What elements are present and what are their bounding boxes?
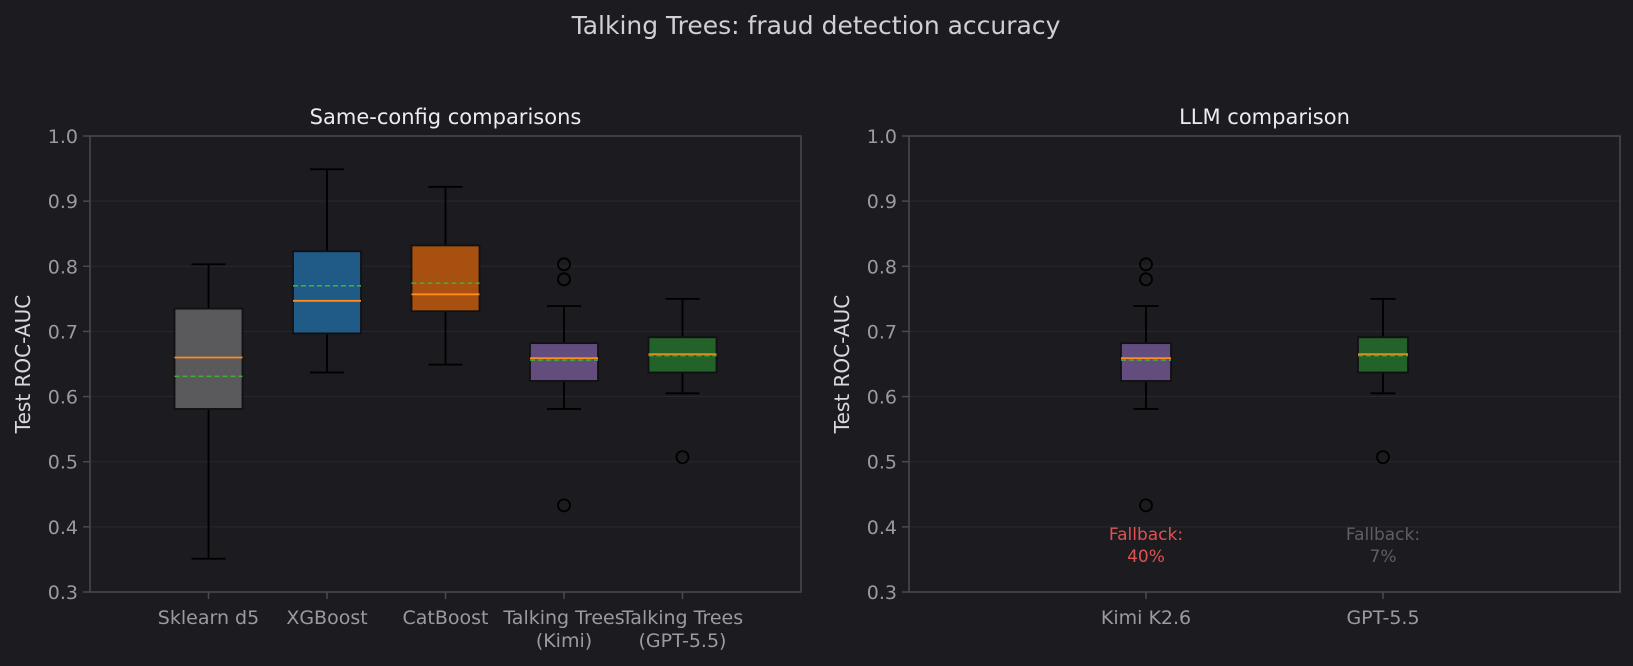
- x-tick-label: (Kimi): [536, 630, 592, 652]
- box-xgboost: [292, 168, 362, 374]
- box-sklearn-d5: [173, 263, 244, 560]
- box-talking-trees-kimi: [529, 257, 599, 513]
- y-tick-label: 0.7: [48, 321, 78, 343]
- y-axis-label: Test ROC-AUC: [11, 295, 35, 434]
- x-tick-label: GPT-5.5: [1346, 607, 1419, 629]
- iqr-box: [529, 342, 599, 382]
- y-tick-label: 0.4: [48, 517, 78, 539]
- x-tick-label: (GPT-5.5): [639, 630, 727, 652]
- outlier-point: [1376, 450, 1390, 465]
- y-tick-label: 0.5: [867, 452, 897, 474]
- y-tick-label: 0.9: [48, 191, 78, 213]
- x-tick-label: Talking Trees: [621, 607, 743, 629]
- y-tick-label: 0.8: [48, 256, 78, 278]
- outlier-point: [675, 450, 690, 465]
- outlier-point: [1139, 498, 1153, 513]
- y-axis-label: Test ROC-AUC: [830, 295, 854, 434]
- outlier-point: [1139, 272, 1153, 287]
- iqr-box: [1120, 342, 1172, 382]
- y-tick-label: 0.7: [867, 321, 897, 343]
- x-tick-label: Kimi K2.6: [1101, 607, 1191, 629]
- fallback-annotation: Fallback:: [1346, 525, 1420, 545]
- iqr-box: [410, 244, 481, 313]
- y-tick-label: 0.9: [867, 191, 897, 213]
- fallback-annotation: 7%: [1370, 547, 1397, 567]
- outlier-point: [557, 272, 571, 287]
- y-tick-label: 0.8: [867, 256, 897, 278]
- panel-title: Same-config comparisons: [310, 105, 582, 129]
- y-tick-label: 1.0: [48, 126, 78, 148]
- iqr-box: [292, 250, 362, 335]
- outlier-point: [557, 498, 571, 513]
- y-tick-label: 1.0: [867, 126, 897, 148]
- left-panel-same-config: 0.3 0.4 0.5 0.6 0.7 0.8 0.9 1.0 Same-config comp…: [11, 105, 802, 652]
- iqr-box: [173, 307, 244, 410]
- y-tick-label: 0.4: [867, 517, 897, 539]
- x-tick-label: XGBoost: [286, 607, 367, 629]
- box-gpt-5-5: [1357, 297, 1409, 465]
- x-tick-label: Sklearn d5: [158, 607, 259, 629]
- figure-title: Talking Trees: fraud detection accuracy: [571, 11, 1061, 40]
- y-tick-label: 0.5: [48, 452, 78, 474]
- right-panel-llm-comparison: 0.3 0.4 0.5 0.6 0.7 0.8 0.9 1.0 LLM comparison Te…: [830, 105, 1621, 629]
- box-talking-trees-gpt-5-5: [647, 297, 718, 465]
- y-tick-label: 0.6: [867, 387, 897, 409]
- box-catboost: [410, 185, 481, 366]
- x-tick-label: CatBoost: [403, 607, 489, 629]
- panel-title: LLM comparison: [1179, 105, 1350, 129]
- fallback-annotation: 40%: [1127, 547, 1165, 567]
- outlier-point: [1139, 257, 1153, 272]
- fallback-annotation: Fallback:: [1109, 525, 1183, 545]
- y-tick-label: 0.3: [48, 582, 78, 604]
- axes-frame: [908, 135, 1621, 593]
- outlier-point: [557, 257, 571, 272]
- box-kimi-k2-6: [1120, 257, 1172, 513]
- y-tick-label: 0.3: [867, 582, 897, 604]
- y-tick-label: 0.6: [48, 387, 78, 409]
- x-tick-label: Talking Trees: [502, 607, 624, 629]
